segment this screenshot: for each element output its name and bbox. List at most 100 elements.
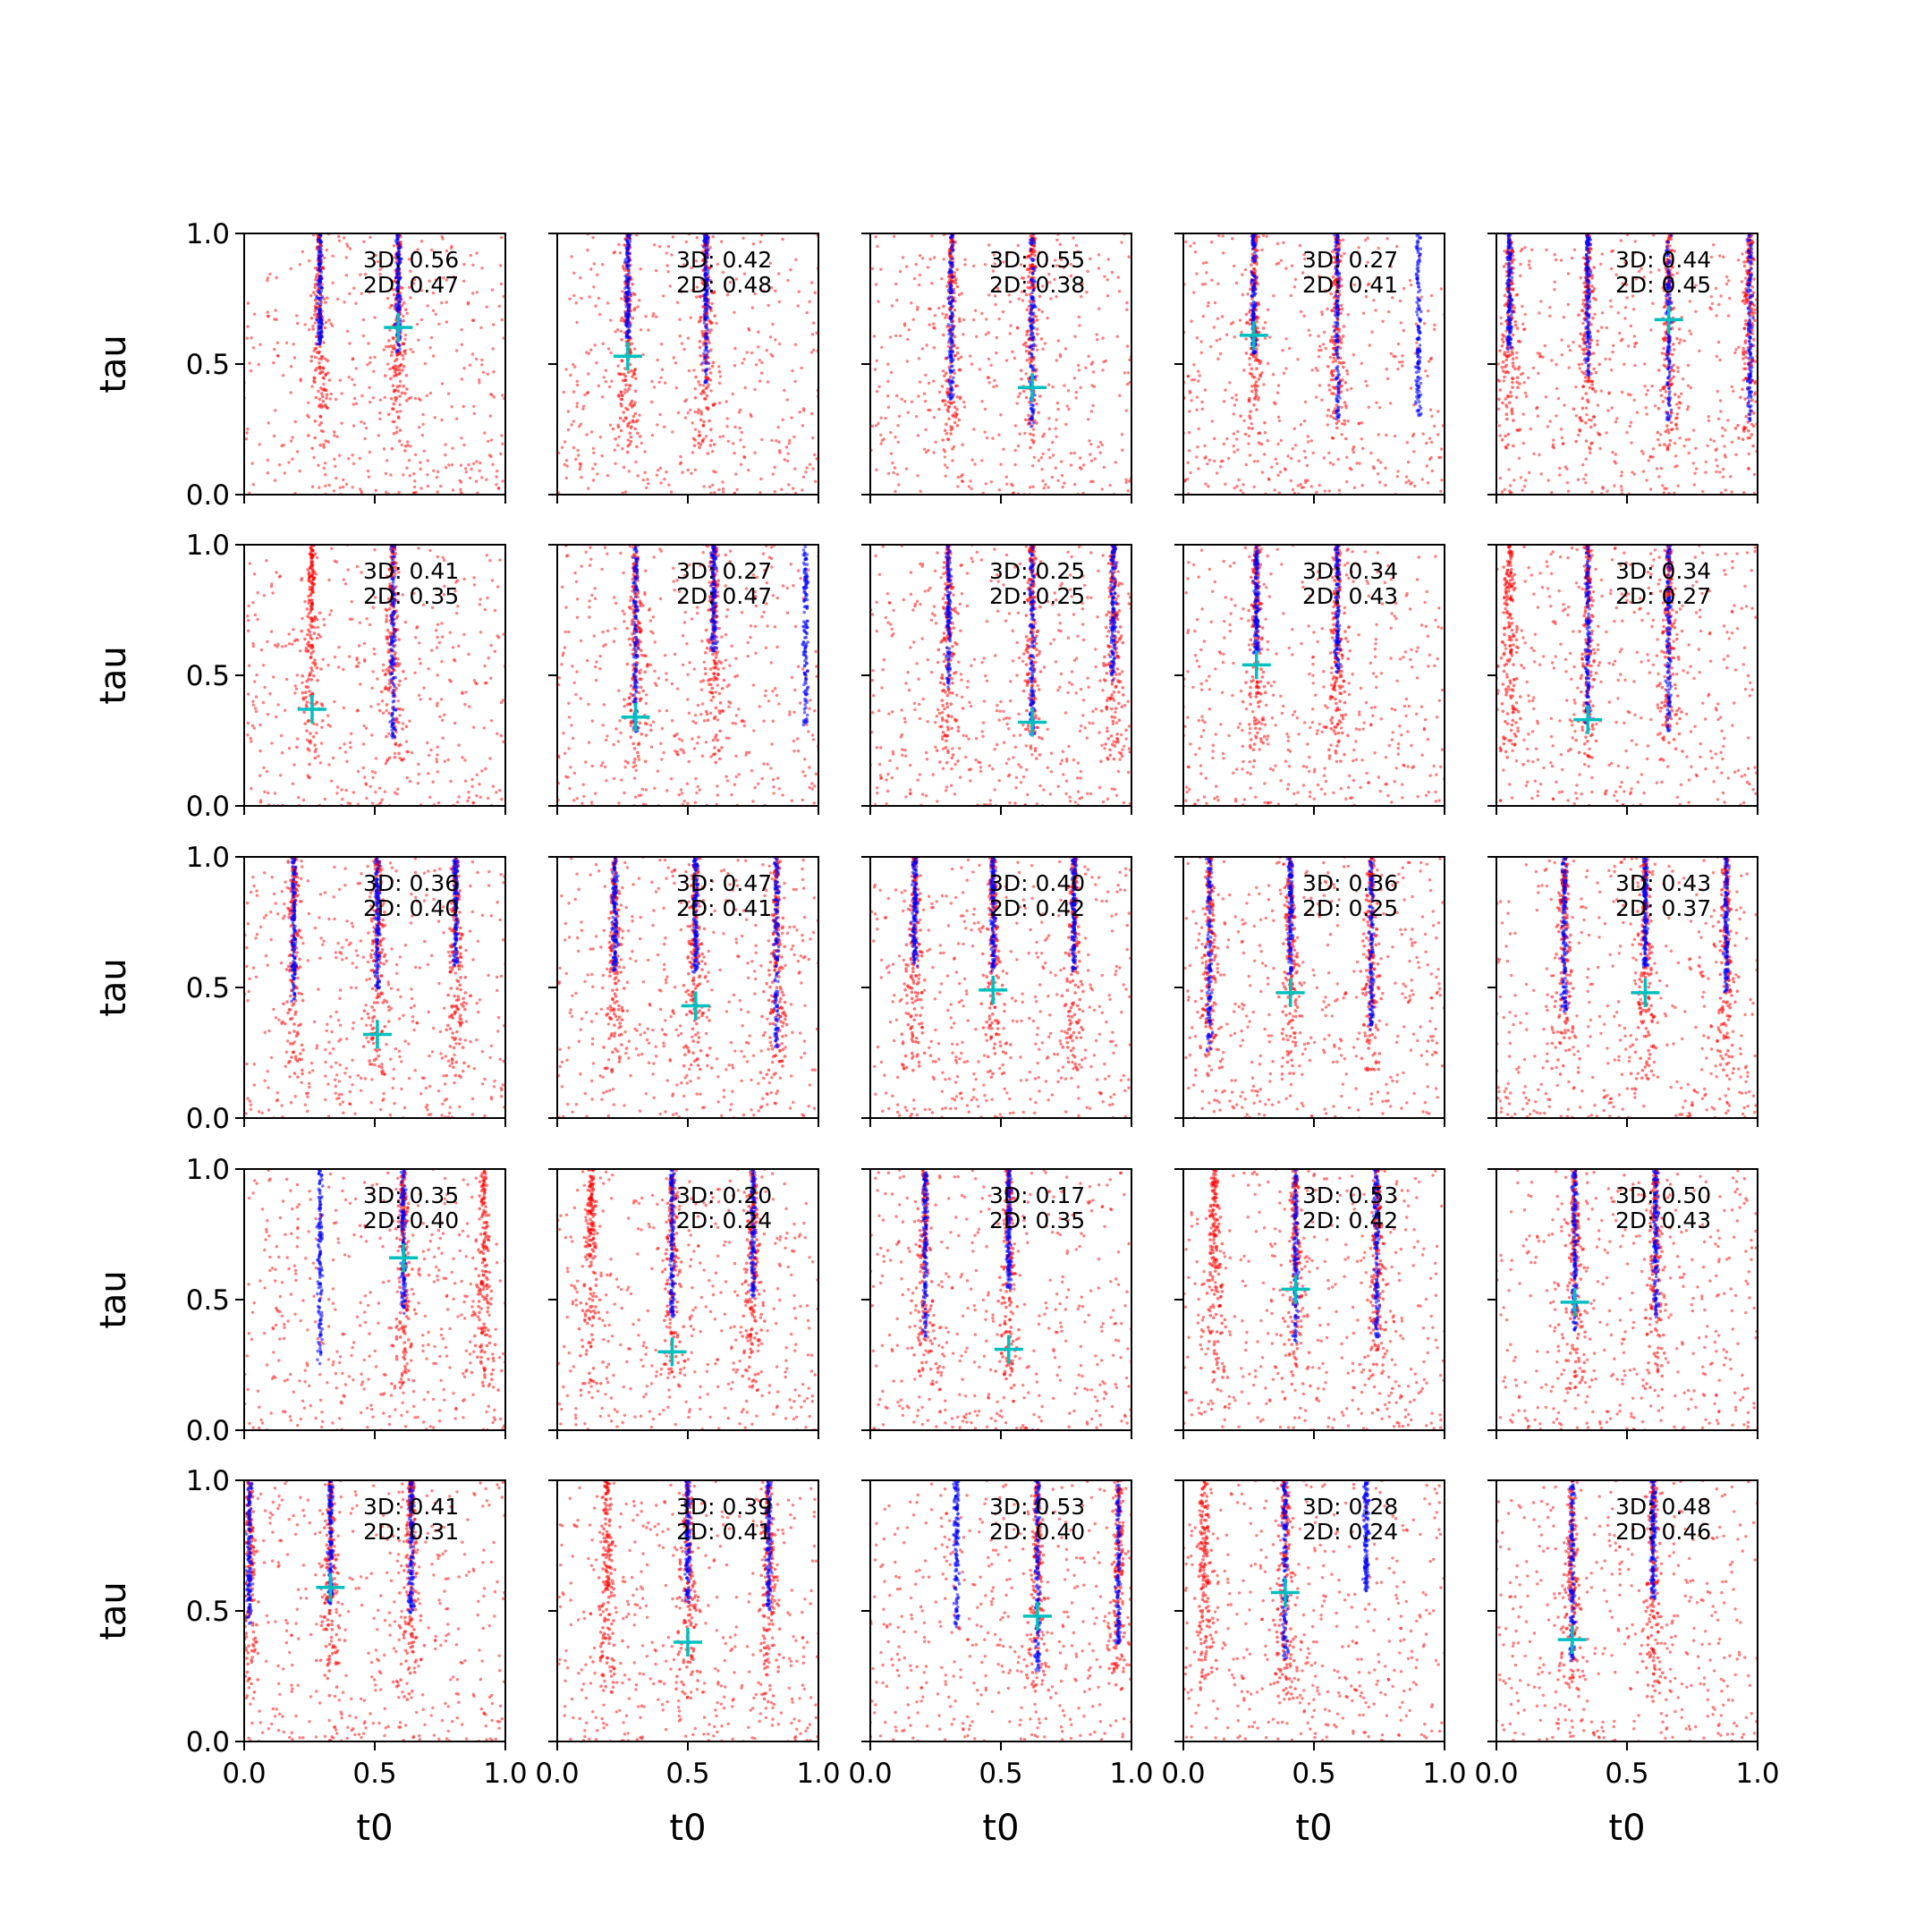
red-point — [1233, 486, 1237, 490]
red-point — [709, 328, 713, 332]
red-point — [1620, 474, 1623, 478]
red-point — [420, 433, 425, 437]
red-point — [1523, 391, 1528, 395]
red-point — [402, 314, 405, 318]
red-point — [1439, 489, 1443, 493]
red-point — [771, 472, 775, 476]
red-point — [1352, 445, 1356, 449]
red-point — [1254, 389, 1258, 393]
red-point — [1195, 336, 1199, 340]
red-point — [892, 234, 896, 238]
red-point — [466, 302, 470, 306]
red-point — [1255, 262, 1258, 267]
red-point — [1555, 362, 1558, 367]
red-point — [943, 428, 947, 433]
red-point — [1254, 380, 1258, 384]
red-point — [1523, 246, 1527, 250]
red-point — [733, 451, 736, 455]
red-point — [480, 363, 484, 367]
red-point — [337, 234, 341, 239]
blue-point — [948, 291, 953, 295]
red-point — [1708, 437, 1713, 442]
red-point — [325, 405, 329, 410]
blue-point — [1030, 338, 1035, 343]
red-point — [942, 333, 945, 337]
red-point — [396, 389, 401, 394]
red-point — [291, 457, 294, 461]
blue-point — [1418, 404, 1422, 408]
red-point — [626, 422, 630, 427]
red-point — [1047, 448, 1051, 452]
red-point — [592, 451, 596, 454]
red-point — [371, 396, 376, 400]
red-point — [1531, 366, 1536, 370]
red-point — [1077, 363, 1080, 368]
red-point — [331, 281, 335, 284]
red-point — [622, 419, 625, 423]
red-point — [575, 379, 579, 383]
red-point — [310, 485, 315, 488]
red-point — [572, 390, 576, 394]
red-point — [1322, 343, 1326, 346]
red-point — [324, 439, 328, 443]
red-point — [324, 484, 327, 487]
red-point — [562, 390, 566, 394]
red-point — [1747, 452, 1751, 456]
blue-point — [1419, 393, 1423, 397]
red-point — [1036, 348, 1039, 352]
red-point — [691, 288, 694, 292]
red-point — [991, 436, 995, 440]
red-point — [314, 369, 318, 372]
red-point — [1258, 360, 1263, 364]
red-point — [647, 328, 650, 332]
red-point — [360, 420, 363, 424]
red-point — [592, 285, 596, 289]
red-point — [1275, 262, 1279, 266]
red-point — [616, 425, 621, 429]
red-point — [1263, 453, 1267, 456]
red-point — [1384, 466, 1387, 470]
red-point — [1044, 483, 1047, 487]
red-point — [1055, 435, 1058, 438]
red-point — [428, 346, 432, 350]
blue-point — [950, 380, 953, 384]
red-point — [378, 267, 382, 272]
red-point — [674, 386, 678, 390]
red-point — [999, 413, 1003, 417]
red-point — [987, 293, 991, 297]
red-point — [1207, 301, 1210, 305]
red-point — [781, 418, 784, 421]
red-point — [1274, 457, 1277, 461]
red-point — [1499, 316, 1503, 319]
red-point — [1396, 342, 1401, 346]
red-point — [1005, 252, 1010, 256]
red-point — [1188, 391, 1192, 394]
red-point — [789, 267, 792, 272]
red-point — [1651, 447, 1656, 451]
red-point — [629, 351, 633, 354]
red-point — [1539, 300, 1543, 303]
red-point — [720, 240, 724, 243]
red-point — [932, 416, 936, 419]
blue-point — [318, 259, 322, 264]
red-point — [1250, 372, 1254, 377]
red-point — [491, 347, 495, 351]
red-point — [323, 403, 327, 407]
blue-point — [1336, 227, 1340, 231]
red-point — [1646, 388, 1649, 393]
red-point — [1192, 377, 1197, 382]
red-point — [275, 275, 278, 280]
red-point — [762, 289, 766, 292]
blue-point — [705, 337, 709, 341]
red-point — [1550, 359, 1554, 362]
blue-point — [1250, 270, 1253, 274]
red-point — [1186, 374, 1191, 378]
red-point — [313, 419, 318, 423]
red-point — [319, 405, 324, 410]
red-point — [932, 322, 936, 326]
red-point — [390, 303, 394, 308]
red-point — [631, 375, 634, 378]
red-point — [1275, 242, 1280, 246]
red-point — [742, 455, 747, 460]
